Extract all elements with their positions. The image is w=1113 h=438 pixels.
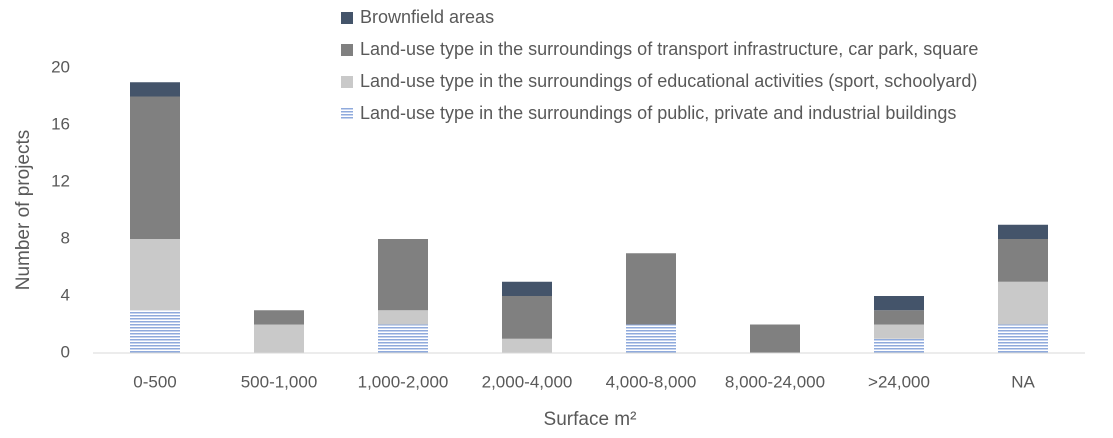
legend-swatch: [341, 76, 353, 88]
bar-segment: [998, 324, 1048, 353]
bar-segment: [998, 224, 1048, 239]
bar-segment: [502, 296, 552, 339]
x-tick-label: 500-1,000: [241, 372, 318, 391]
bar-segment: [626, 324, 676, 353]
legend-swatch: [341, 44, 353, 56]
legend-label: Land-use type in the surroundings of edu…: [360, 71, 977, 91]
bar-segment: [502, 338, 552, 353]
legend-swatch: [341, 12, 353, 24]
bar-segment: [874, 296, 924, 311]
y-axis-title: Number of projects: [13, 130, 34, 291]
bar-segment: [998, 239, 1048, 282]
x-tick-label: 2,000-4,000: [482, 372, 573, 391]
x-tick-label: 4,000-8,000: [606, 372, 697, 391]
bar-segment: [998, 281, 1048, 325]
bar-segment: [130, 96, 180, 239]
y-tick-label: 20: [51, 57, 70, 76]
legend-label: Land-use type in the surroundings of tra…: [360, 39, 978, 59]
legend-label: Land-use type in the surroundings of pub…: [360, 103, 956, 123]
bar-segment: [750, 324, 800, 353]
x-tick-label: NA: [1011, 372, 1035, 391]
y-tick-label: 8: [61, 228, 70, 247]
y-tick-label: 12: [51, 171, 70, 190]
x-tick-label: 8,000-24,000: [725, 372, 825, 391]
x-tick-label: 1,000-2,000: [358, 372, 449, 391]
x-tick-label: >24,000: [868, 372, 930, 391]
bar-segment: [874, 338, 924, 353]
y-tick-label: 4: [61, 285, 70, 304]
bar-segment: [874, 310, 924, 325]
bar-segment: [378, 324, 428, 353]
x-axis-title: Surface m²: [544, 409, 637, 430]
bar-segment: [130, 82, 180, 97]
y-tick-label: 0: [61, 342, 70, 361]
bar-segment: [378, 310, 428, 325]
bar-segment: [626, 253, 676, 325]
y-tick-label: 16: [51, 114, 70, 133]
bar-segment: [130, 310, 180, 353]
x-tick-label: 0-500: [133, 372, 176, 391]
bar-segment: [254, 324, 304, 353]
bar-segment: [378, 239, 428, 311]
bar-segment: [254, 310, 304, 325]
bar-segment: [874, 324, 924, 339]
bar-segment: [130, 239, 180, 311]
legend-label: Brownfield areas: [360, 7, 494, 27]
legend-swatch: [341, 108, 353, 120]
bar-segment: [502, 281, 552, 296]
